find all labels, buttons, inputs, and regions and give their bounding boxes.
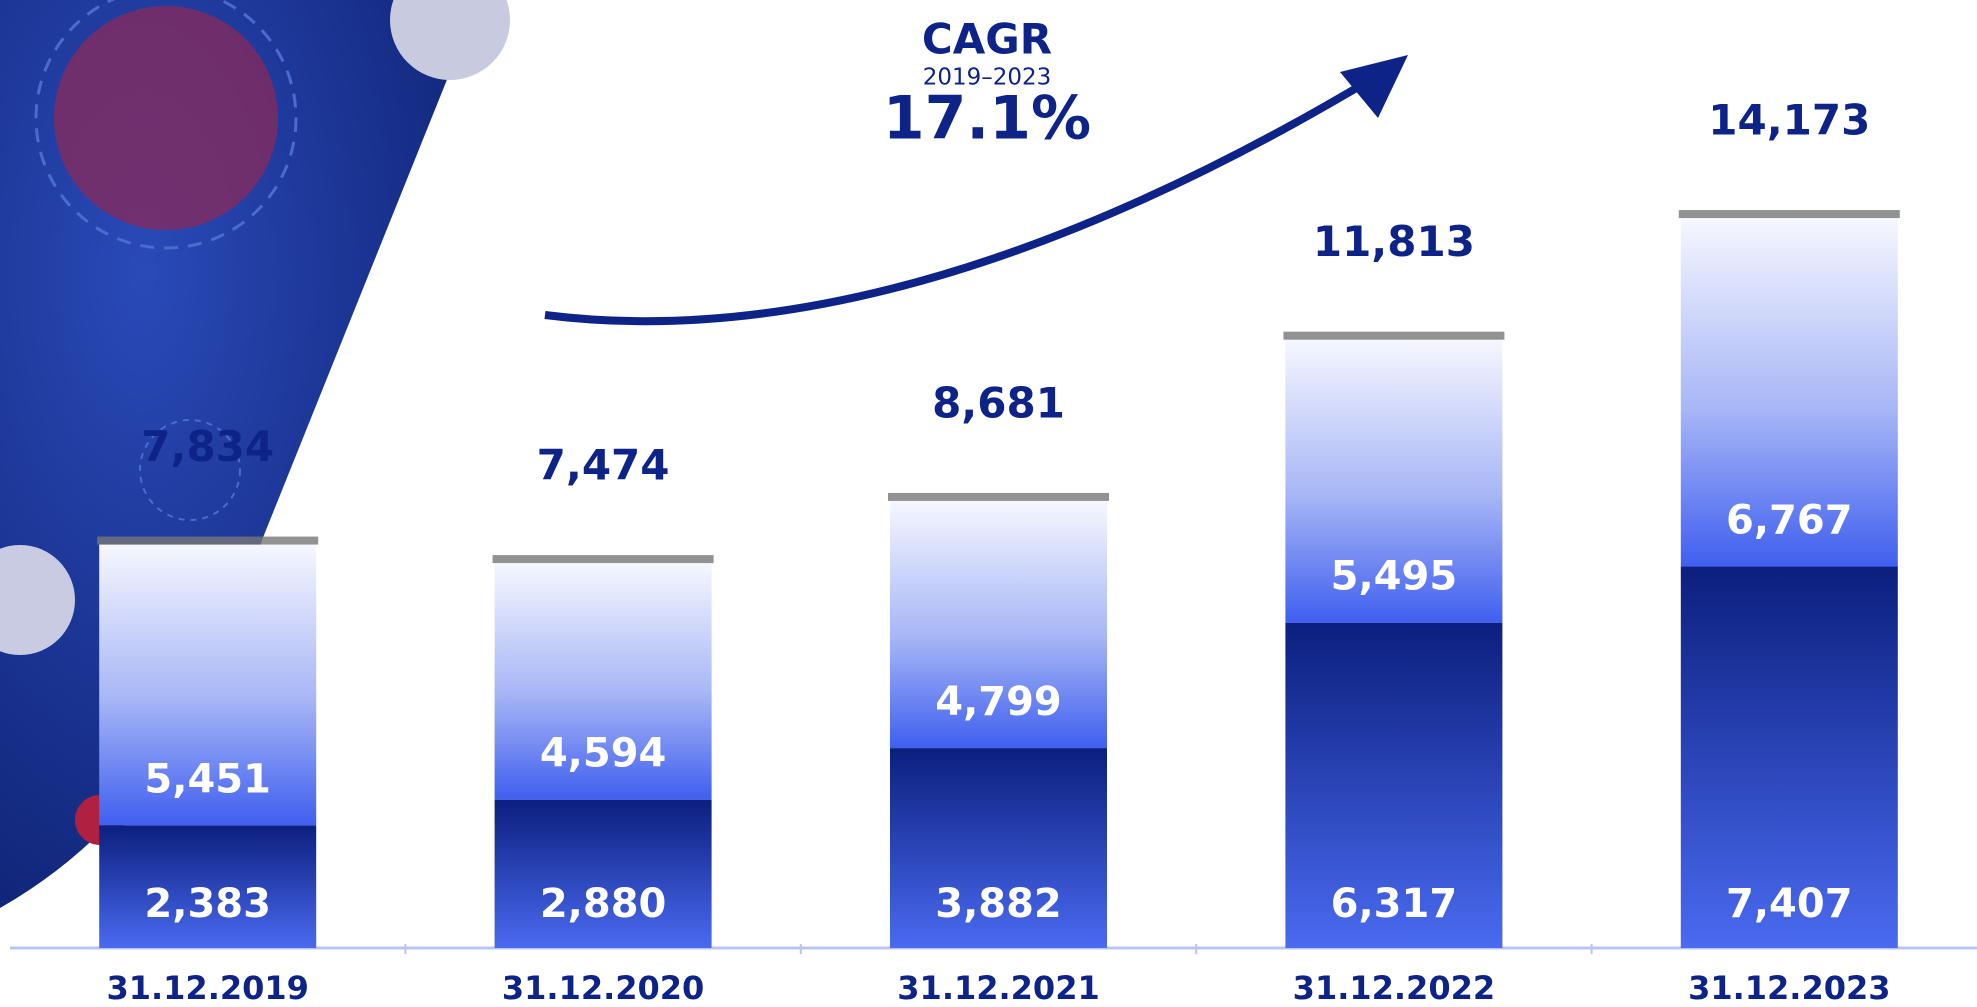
x-tick-label: 31.12.2022 [1293,969,1495,1007]
value-label: 3,882 [935,881,1062,927]
value-label: 6,317 [1331,881,1458,927]
value-label: 7,407 [1726,881,1853,927]
value-label: 2,880 [540,881,667,927]
total-label: 7,834 [141,422,274,471]
value-label: 2,383 [144,881,271,927]
bar-cap [888,493,1109,501]
total-label: 14,173 [1708,96,1870,145]
total-label: 11,813 [1313,217,1475,266]
value-label: 5,451 [144,756,271,802]
value-label: 5,495 [1331,554,1458,600]
x-tick-label: 31.12.2021 [897,969,1099,1007]
x-tick-label: 31.12.2023 [1688,969,1890,1007]
total-label: 7,474 [537,441,670,490]
total-label: 8,681 [932,378,1065,427]
annotation-value: 17.1% [883,84,1091,154]
x-tick-label: 31.12.2020 [502,969,704,1007]
value-label: 4,594 [540,731,667,777]
chart: CAGR 2019–2023 17.1% 31.12.20192,3835,45… [0,0,1977,1007]
value-label: 4,799 [935,679,1062,725]
bar-cap [97,537,318,545]
x-tick-label: 31.12.2019 [106,969,308,1007]
value-label: 6,767 [1726,498,1853,544]
bar-cap [1283,332,1504,340]
bar-cap [493,555,714,563]
annotation-title: CAGR [922,15,1052,64]
bar-cap [1679,210,1900,218]
